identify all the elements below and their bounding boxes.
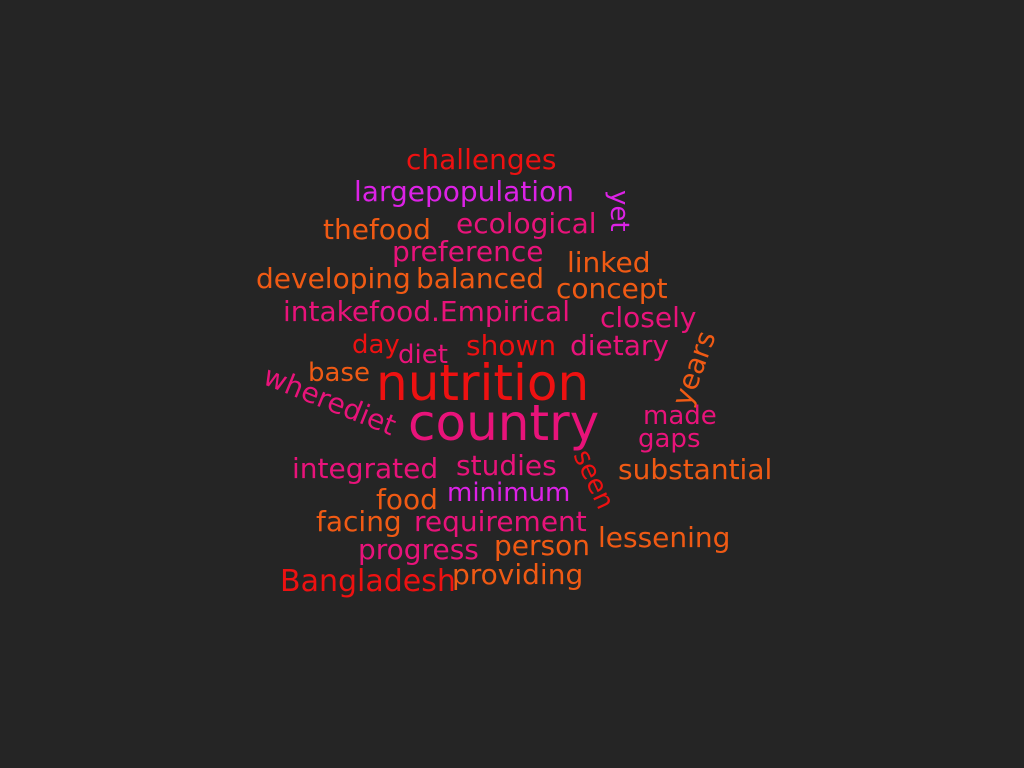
word-person: person <box>494 529 590 562</box>
word-concept: concept <box>556 272 668 305</box>
word-nutrition: nutrition <box>376 354 590 412</box>
word-dietary: dietary <box>570 329 669 362</box>
word-diet: diet <box>398 340 448 370</box>
word-made: made <box>643 401 717 431</box>
word-studies: studies <box>456 449 557 482</box>
word-integrated: integrated <box>292 452 439 485</box>
word-progress: progress <box>358 533 479 566</box>
word-food: food <box>376 483 438 516</box>
word-ecological: ecological <box>456 207 597 240</box>
word-providing: providing <box>452 558 584 591</box>
word-preference: preference <box>392 235 544 268</box>
word-minimum: minimum <box>447 478 571 508</box>
word-lessening: lessening <box>598 521 731 554</box>
word-developing: developing <box>256 262 411 295</box>
word-requirement: requirement <box>414 505 587 538</box>
word-thefood: thefood <box>323 213 431 246</box>
word-balanced: balanced <box>416 262 545 295</box>
word-intakefood-empirical: intakefood.Empirical <box>283 295 571 328</box>
word-country: country <box>408 394 600 452</box>
word-bangladesh: Bangladesh <box>280 564 456 599</box>
word-shown: shown <box>466 329 557 362</box>
word-day: day <box>352 330 400 360</box>
word-linked: linked <box>567 246 651 279</box>
word-closely: closely <box>600 301 697 334</box>
word-gaps: gaps <box>638 424 701 454</box>
word-years: years <box>665 326 723 411</box>
word-base: base <box>308 358 370 388</box>
word-seen: seen <box>566 445 621 515</box>
word-substantial: substantial <box>618 453 773 486</box>
word-challenges: challenges <box>406 143 557 176</box>
word-yet: yet <box>604 190 634 232</box>
word-facing: facing <box>316 505 402 538</box>
word-largepopulation: largepopulation <box>354 175 574 208</box>
